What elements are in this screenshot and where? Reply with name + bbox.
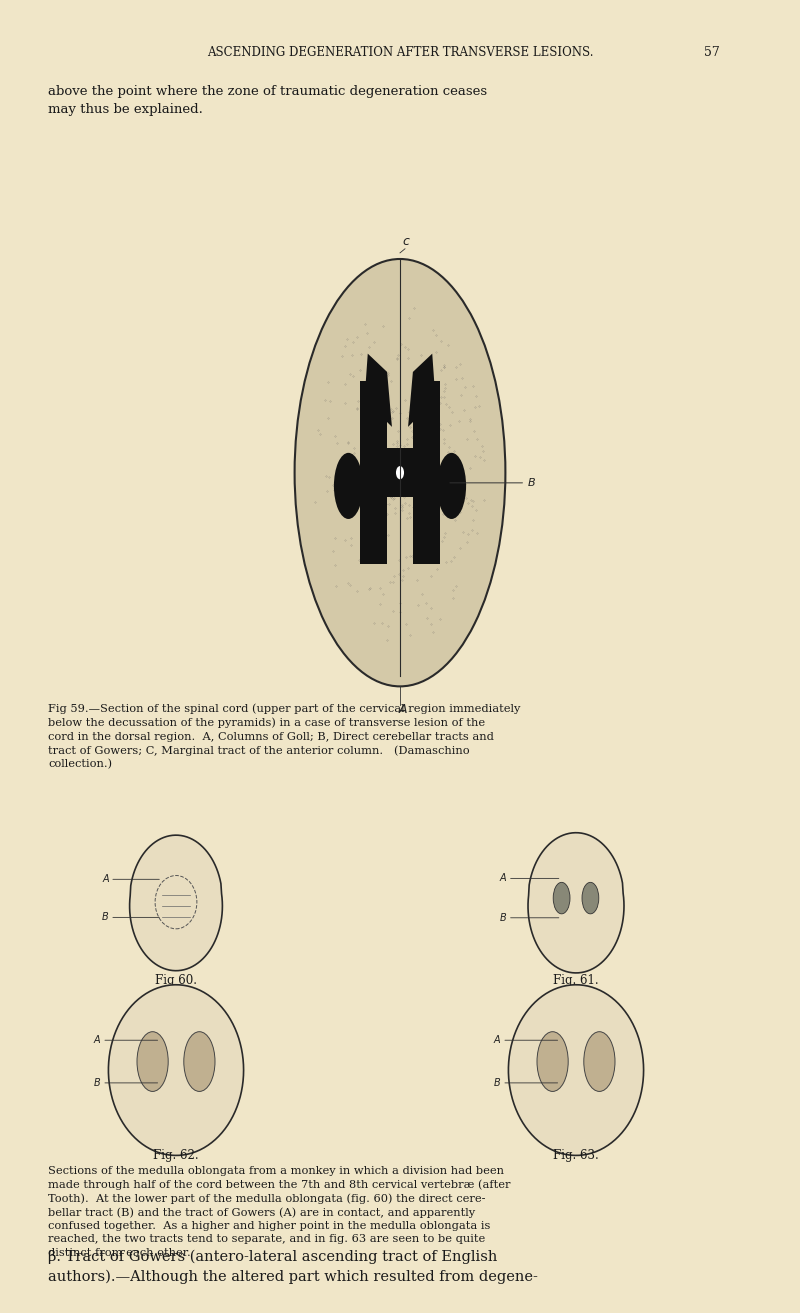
Text: Fig. 62.: Fig. 62.	[153, 1149, 199, 1162]
Ellipse shape	[334, 453, 363, 519]
Ellipse shape	[437, 453, 466, 519]
Text: Fig. 61.: Fig. 61.	[553, 974, 599, 987]
Text: above the point where the zone of traumatic degeneration ceases
may thus be expl: above the point where the zone of trauma…	[48, 85, 487, 117]
Text: A: A	[94, 1035, 101, 1045]
Text: Fig. 63.: Fig. 63.	[553, 1149, 599, 1162]
Text: A: A	[398, 702, 406, 716]
Ellipse shape	[294, 259, 506, 687]
Ellipse shape	[584, 1032, 615, 1091]
Ellipse shape	[137, 1032, 168, 1091]
Text: Fig 59.—Section of the spinal cord (upper part of the cervical region immediatel: Fig 59.—Section of the spinal cord (uppe…	[48, 704, 520, 769]
Text: c: c	[402, 235, 410, 248]
Text: ASCENDING DEGENERATION AFTER TRANSVERSE LESIONS.: ASCENDING DEGENERATION AFTER TRANSVERSE …	[206, 46, 594, 59]
Text: B: B	[494, 1078, 501, 1088]
Polygon shape	[109, 985, 243, 1155]
Polygon shape	[413, 381, 440, 565]
Text: A: A	[494, 1035, 501, 1045]
Text: A: A	[102, 874, 109, 885]
Ellipse shape	[362, 511, 386, 563]
Text: B: B	[102, 913, 109, 923]
Ellipse shape	[414, 511, 438, 563]
Polygon shape	[528, 832, 624, 973]
Text: A: A	[500, 873, 506, 884]
Polygon shape	[408, 353, 435, 427]
Polygon shape	[130, 835, 222, 970]
Polygon shape	[360, 381, 387, 565]
Ellipse shape	[537, 1032, 568, 1091]
Text: B: B	[528, 478, 535, 488]
Text: Sections of the medulla oblongata from a monkey in which a division had been
mad: Sections of the medulla oblongata from a…	[48, 1166, 510, 1258]
Ellipse shape	[184, 1032, 215, 1091]
Text: β. Tract of Gowers (antero-lateral ascending tract of English
authors).—Although: β. Tract of Gowers (antero-lateral ascen…	[48, 1250, 538, 1284]
Polygon shape	[360, 448, 440, 498]
Ellipse shape	[582, 882, 598, 914]
Text: B: B	[94, 1078, 101, 1088]
Ellipse shape	[553, 882, 570, 914]
Polygon shape	[509, 985, 643, 1155]
Polygon shape	[365, 353, 392, 427]
Text: Fig 60.: Fig 60.	[155, 974, 197, 987]
Text: B: B	[500, 913, 506, 923]
Ellipse shape	[396, 466, 404, 479]
Text: 57: 57	[704, 46, 720, 59]
